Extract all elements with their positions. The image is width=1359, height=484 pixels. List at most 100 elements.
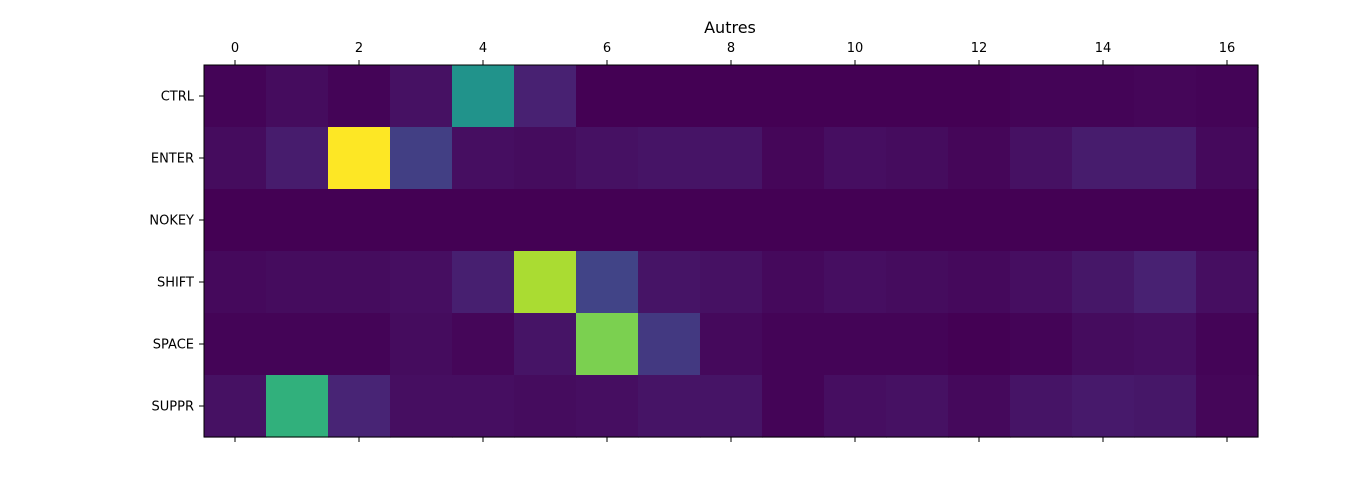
heatmap-cell-suppr-15 [1134, 375, 1197, 438]
heatmap-cell-nokey-11 [886, 189, 949, 252]
heatmap-cell-suppr-10 [824, 375, 887, 438]
heatmap-cell-enter-16 [1196, 127, 1259, 190]
y-tick-label-space: SPACE [153, 338, 194, 353]
heatmap-cells [204, 65, 1259, 438]
heatmap-cell-ctrl-5 [514, 65, 577, 128]
heatmap-cell-nokey-10 [824, 189, 887, 252]
heatmap-cell-shift-14 [1072, 251, 1135, 314]
x-tick-label-10: 10 [847, 41, 864, 56]
heatmap-cell-ctrl-13 [1010, 65, 1073, 128]
heatmap-cell-shift-5 [514, 251, 577, 314]
heatmap-cell-space-1 [266, 313, 329, 376]
heatmap-cell-nokey-13 [1010, 189, 1073, 252]
heatmap-cell-suppr-9 [762, 375, 825, 438]
x-tick-label-0: 0 [231, 41, 239, 56]
heatmap-cell-space-0 [204, 313, 267, 376]
heatmap-cell-shift-7 [638, 251, 701, 314]
heatmap-cell-enter-13 [1010, 127, 1073, 190]
heatmap-cell-enter-10 [824, 127, 887, 190]
x-tick-label-6: 6 [603, 41, 611, 56]
heatmap-cell-shift-13 [1010, 251, 1073, 314]
x-tick-label-16: 16 [1219, 41, 1236, 56]
x-tick-label-8: 8 [727, 41, 735, 56]
x-tick-label-4: 4 [479, 41, 487, 56]
heatmap-cell-space-16 [1196, 313, 1259, 376]
heatmap-axes: 0 2 4 6 8 10 12 14 16 CTRL ENTER NOKEY SHIFT SPACE SUP… [149, 41, 1235, 442]
heatmap-cell-nokey-9 [762, 189, 825, 252]
heatmap-cell-nokey-16 [1196, 189, 1259, 252]
heatmap-cell-space-8 [700, 313, 763, 376]
heatmap-cell-enter-5 [514, 127, 577, 190]
heatmap-cell-enter-12 [948, 127, 1011, 190]
y-tick-label-suppr: SUPPR [152, 400, 194, 415]
heatmap-cell-nokey-6 [576, 189, 639, 252]
heatmap-cell-shift-6 [576, 251, 639, 314]
heatmap-cell-ctrl-3 [390, 65, 453, 128]
heatmap-cell-space-2 [328, 313, 391, 376]
heatmap-cell-shift-15 [1134, 251, 1197, 314]
chart-title: Autres [704, 18, 756, 37]
heatmap-cell-shift-10 [824, 251, 887, 314]
heatmap-cell-enter-11 [886, 127, 949, 190]
heatmap-cell-enter-9 [762, 127, 825, 190]
heatmap-cell-ctrl-2 [328, 65, 391, 128]
heatmap-cell-space-3 [390, 313, 453, 376]
y-tick-label-ctrl: CTRL [161, 90, 195, 105]
heatmap-cell-ctrl-8 [700, 65, 763, 128]
heatmap-cell-ctrl-15 [1134, 65, 1197, 128]
heatmap-cell-ctrl-10 [824, 65, 887, 128]
heatmap-cell-space-12 [948, 313, 1011, 376]
heatmap-cell-space-7 [638, 313, 701, 376]
plot-frame [203, 64, 1259, 438]
heatmap-cell-enter-8 [700, 127, 763, 190]
x-tick-label-12: 12 [971, 41, 988, 56]
heatmap-cell-enter-6 [576, 127, 639, 190]
heatmap-cell-nokey-8 [700, 189, 763, 252]
heatmap-cell-space-4 [452, 313, 515, 376]
heatmap-cell-ctrl-1 [266, 65, 329, 128]
heatmap-cell-ctrl-9 [762, 65, 825, 128]
heatmap-cell-ctrl-14 [1072, 65, 1135, 128]
heatmap-cell-suppr-14 [1072, 375, 1135, 438]
heatmap-cell-enter-14 [1072, 127, 1135, 190]
heatmap-cell-space-10 [824, 313, 887, 376]
heatmap-cell-ctrl-6 [576, 65, 639, 128]
heatmap-cell-suppr-0 [204, 375, 267, 438]
heatmap-cell-shift-3 [390, 251, 453, 314]
y-tick-label-shift: SHIFT [157, 276, 194, 291]
heatmap-cell-suppr-8 [700, 375, 763, 438]
heatmap-cell-shift-16 [1196, 251, 1259, 314]
heatmap-cell-nokey-5 [514, 189, 577, 252]
heatmap-cell-nokey-15 [1134, 189, 1197, 252]
heatmap-cell-ctrl-4 [452, 65, 515, 128]
heatmap-cell-nokey-14 [1072, 189, 1135, 252]
heatmap-cell-ctrl-11 [886, 65, 949, 128]
heatmap-cell-suppr-1 [266, 375, 329, 438]
heatmap-cell-suppr-3 [390, 375, 453, 438]
heatmap-cell-enter-7 [638, 127, 701, 190]
heatmap-cell-shift-0 [204, 251, 267, 314]
heatmap-cell-suppr-2 [328, 375, 391, 438]
heatmap-cell-nokey-3 [390, 189, 453, 252]
heatmap-cell-ctrl-0 [204, 65, 267, 128]
y-tick-label-nokey: NOKEY [149, 214, 194, 229]
heatmap-cell-ctrl-12 [948, 65, 1011, 128]
heatmap-cell-suppr-7 [638, 375, 701, 438]
x-tick-label-2: 2 [355, 41, 363, 56]
heatmap-cell-space-11 [886, 313, 949, 376]
heatmap-cell-suppr-12 [948, 375, 1011, 438]
heatmap-cell-shift-2 [328, 251, 391, 314]
heatmap-cell-space-9 [762, 313, 825, 376]
heatmap-cell-suppr-13 [1010, 375, 1073, 438]
heatmap-cell-ctrl-16 [1196, 65, 1259, 128]
heatmap-cell-enter-2 [328, 127, 391, 190]
heatmap-cell-space-6 [576, 313, 639, 376]
heatmap-cell-shift-9 [762, 251, 825, 314]
heatmap-cell-space-13 [1010, 313, 1073, 376]
heatmap-cell-suppr-6 [576, 375, 639, 438]
heatmap-cell-shift-1 [266, 251, 329, 314]
heatmap-cell-nokey-4 [452, 189, 515, 252]
heatmap-cell-suppr-5 [514, 375, 577, 438]
